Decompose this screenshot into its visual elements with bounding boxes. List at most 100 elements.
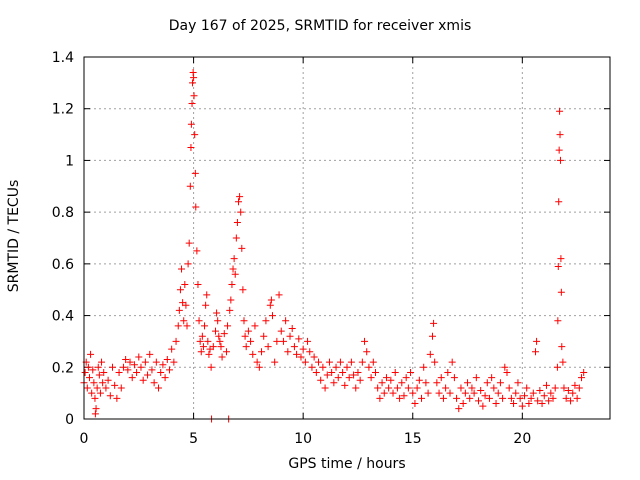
y-axis-label: SRMTID / TECUs <box>6 179 22 293</box>
data-point <box>286 332 294 340</box>
y-tick-label: 1.4 <box>52 50 74 66</box>
data-point <box>251 322 259 330</box>
data-point <box>218 353 226 361</box>
data-point <box>557 255 565 263</box>
data-point <box>450 374 458 382</box>
x-tick-label: 10 <box>294 431 312 447</box>
data-point <box>485 394 493 402</box>
data-point <box>371 368 379 376</box>
data-point <box>190 92 198 100</box>
data-point <box>135 353 143 361</box>
data-point <box>128 374 136 382</box>
data-point <box>479 402 487 410</box>
data-point <box>180 317 188 325</box>
data-point <box>514 379 522 387</box>
data-point <box>102 384 110 392</box>
data-point <box>358 358 366 366</box>
data-point <box>184 260 192 268</box>
data-point <box>214 317 222 325</box>
data-point <box>226 306 234 314</box>
data-point <box>380 389 388 397</box>
data-point <box>93 384 101 392</box>
data-point <box>420 363 428 371</box>
data-point <box>220 330 228 338</box>
data-point <box>191 169 199 177</box>
data-point <box>232 234 240 242</box>
data-point <box>341 381 349 389</box>
data-point <box>365 363 373 371</box>
data-point <box>556 156 564 164</box>
data-point <box>266 301 274 309</box>
data-point <box>367 374 375 382</box>
data-point <box>176 286 184 294</box>
data-point <box>553 363 561 371</box>
x-tick-label: 20 <box>513 431 531 447</box>
data-point <box>198 332 206 340</box>
data-point <box>104 376 112 384</box>
data-point <box>559 358 567 366</box>
data-point <box>350 371 358 379</box>
y-tick-label: 1 <box>65 153 74 169</box>
data-point <box>464 379 472 387</box>
data-point <box>115 368 123 376</box>
data-point <box>255 363 263 371</box>
data-point <box>475 397 482 405</box>
data-point <box>111 381 119 389</box>
data-point <box>113 394 121 402</box>
data-point <box>376 394 384 402</box>
data-point <box>190 74 198 82</box>
data-point <box>540 392 548 400</box>
data-point <box>352 384 360 392</box>
data-point <box>203 291 211 299</box>
data-point <box>567 397 575 405</box>
data-point <box>247 337 255 345</box>
data-point <box>231 270 239 278</box>
data-point <box>236 193 244 201</box>
data-point <box>428 332 436 340</box>
data-point <box>385 384 393 392</box>
data-point <box>330 379 338 387</box>
data-point <box>549 394 557 402</box>
data-point <box>126 358 134 366</box>
data-point <box>555 146 563 154</box>
data-point <box>551 384 559 392</box>
data-point <box>279 337 287 345</box>
data-point <box>317 376 325 384</box>
data-point <box>83 384 91 392</box>
data-point <box>299 345 307 353</box>
data-point <box>533 337 541 345</box>
data-point <box>100 368 108 376</box>
data-point <box>501 363 509 371</box>
data-point <box>437 374 445 382</box>
data-point <box>518 402 526 410</box>
data-point <box>547 389 555 397</box>
data-point <box>297 353 305 361</box>
data-point <box>273 337 281 345</box>
data-point <box>187 120 195 128</box>
data-point <box>556 107 564 115</box>
data-point <box>240 317 248 325</box>
data-point <box>267 296 275 304</box>
data-point <box>439 394 447 402</box>
data-point <box>554 262 562 270</box>
data-point <box>122 356 130 364</box>
data-point <box>556 131 564 139</box>
data-point <box>356 376 364 384</box>
data-point <box>470 389 478 397</box>
data-point <box>148 366 156 374</box>
data-point <box>391 368 399 376</box>
data-point <box>175 306 183 314</box>
y-tick-label: 0.6 <box>52 257 74 273</box>
data-point <box>119 363 127 371</box>
data-point <box>192 203 200 211</box>
data-point <box>117 384 125 392</box>
data-point <box>139 376 147 384</box>
data-point <box>343 363 351 371</box>
data-point <box>555 198 563 206</box>
data-point <box>202 301 210 309</box>
data-point <box>199 343 207 351</box>
data-point <box>496 379 504 387</box>
y-tick-label: 0.4 <box>52 309 74 325</box>
data-point <box>188 79 196 87</box>
data-point <box>426 350 434 358</box>
